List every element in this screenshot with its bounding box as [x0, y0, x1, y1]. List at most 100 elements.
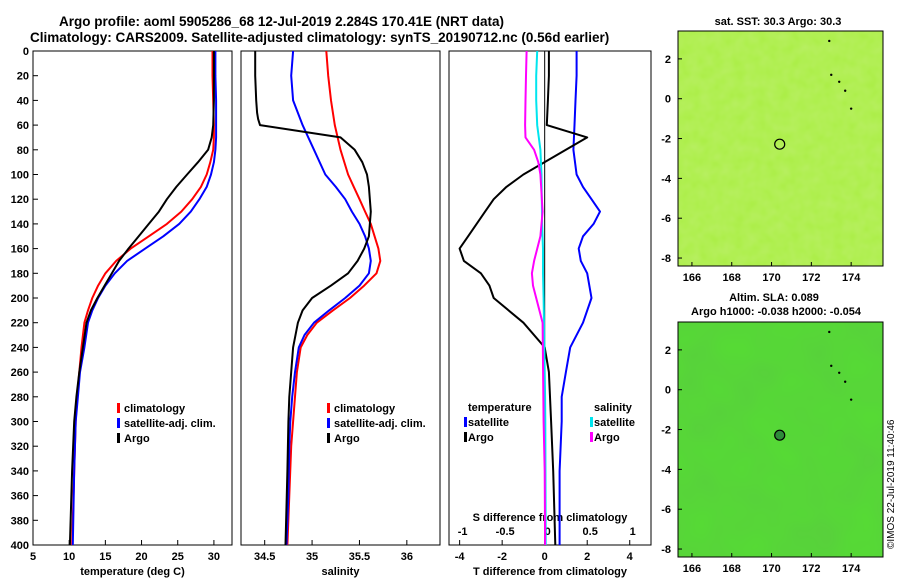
x-tick-label: -2 — [497, 551, 507, 563]
legend-swatch — [590, 417, 593, 427]
x-axis-label: salinity — [322, 566, 361, 578]
map-frame — [677, 321, 884, 558]
legend-label: Argo — [468, 432, 494, 444]
x-tick-label: 170 — [762, 563, 780, 575]
series-salinity-argo — [524, 50, 547, 546]
y-tick-label: -8 — [661, 253, 671, 265]
x2-tick-label: 0.5 — [583, 526, 598, 538]
legend-swatch — [327, 418, 330, 428]
island — [838, 371, 841, 374]
series-satellite-adj-clim- — [285, 50, 372, 546]
series-climatology — [286, 50, 382, 546]
legend-swatch — [327, 403, 330, 413]
legend-swatch — [117, 433, 120, 443]
sst-map-title: sat. SST: 30.3 Argo: 30.3 — [715, 16, 842, 28]
x-tick-label: 172 — [802, 272, 820, 284]
x2-tick-label: -1 — [458, 526, 468, 538]
x-tick-label: 168 — [723, 563, 741, 575]
y-tick-label: 40 — [17, 95, 29, 107]
y-tick-label: 360 — [11, 491, 29, 503]
island — [828, 39, 831, 43]
legend-swatch — [117, 403, 120, 413]
legend-label: Argo — [334, 433, 360, 445]
x-axis-label: T difference from climatology — [473, 566, 628, 578]
series-argo — [254, 51, 372, 546]
legend-label: Argo — [124, 433, 150, 445]
x-tick-label: 174 — [842, 563, 861, 575]
x-tick-label: 36 — [401, 551, 413, 563]
plot-frame — [448, 50, 652, 546]
y-tick-label: 80 — [17, 145, 29, 157]
x-tick-label: -4 — [455, 551, 466, 563]
series-temperature-satellite — [558, 51, 601, 545]
map-texture — [678, 31, 883, 266]
legend-label: satellite — [468, 417, 509, 429]
x-tick-label: 166 — [683, 272, 701, 284]
y-tick-label: -2 — [661, 425, 671, 437]
x-tick-label: 20 — [135, 551, 147, 563]
y-tick-label: -6 — [661, 504, 671, 516]
legend-title-salinity: salinity — [594, 402, 633, 414]
x-tick-label: 35 — [306, 551, 318, 563]
y-tick-label: 400 — [11, 540, 29, 552]
sst-map-panel: 166 168 170 172 174 2 0 -2 -4 -6 -8 sat. SST: 30.3 … — [661, 16, 884, 284]
x-tick-label: 166 — [683, 563, 701, 575]
legend-label: climatology — [334, 403, 396, 415]
y-tick-label: 20 — [17, 71, 29, 83]
x-tick-label: 30 — [208, 551, 220, 563]
y-tick-label: -4 — [661, 464, 672, 476]
sla-map-title: Altim. SLA: 0.089 — [729, 292, 819, 304]
y-tick-label: 140 — [11, 219, 29, 231]
island — [843, 89, 847, 92]
x-axis-label: temperature (deg C) — [80, 566, 185, 578]
figure-title-line1: Argo profile: aoml 5905286_68 12-Jul-201… — [59, 14, 504, 29]
legend-label: Argo — [594, 432, 620, 444]
legend-swatch — [590, 432, 593, 442]
sla-map-panel: 166 168 170 172 174 2 0 -2 -4 -6 -8 Altim. SLA: 0.0… — [661, 292, 884, 575]
y-tick-label: 200 — [11, 293, 29, 305]
y-tick-label: 240 — [11, 342, 29, 354]
copyright-timestamp: ©IMOS 22-Jul-2019 11:40:46 — [886, 419, 897, 549]
figure-title-line2: Climatology: CARS2009. Satellite-adjuste… — [30, 30, 610, 45]
x-tick-label: 174 — [842, 272, 861, 284]
plot-frame — [240, 50, 441, 546]
x-tick-label: 5 — [30, 551, 36, 563]
x-tick-label: 4 — [627, 551, 634, 563]
y-tick-label: -6 — [661, 213, 671, 225]
legend-swatch — [464, 432, 467, 442]
y-tick-label: 100 — [11, 170, 29, 182]
island — [838, 80, 841, 83]
x-tick-label: 168 — [723, 272, 741, 284]
y-tick-label: -4 — [661, 173, 672, 185]
plot-frame — [32, 50, 233, 546]
y-tick-label: 280 — [11, 392, 29, 404]
x-tick-label: 25 — [172, 551, 184, 563]
y-tick-label: 120 — [11, 194, 29, 206]
legend-swatch — [464, 417, 467, 427]
y-tick-label: 300 — [11, 417, 29, 429]
y-tick-label: 2 — [665, 54, 671, 66]
x-tick-label: 2 — [584, 551, 590, 563]
x-tick-label: 172 — [802, 563, 820, 575]
y-tick-label: 340 — [11, 466, 29, 478]
sla-map-subtitle: Argo h1000: -0.038 h2000: -0.054 — [691, 306, 862, 318]
y-tick-label: 320 — [11, 441, 29, 453]
y-tick-label: 0 — [665, 94, 671, 106]
legend-label: satellite-adj. clim. — [124, 418, 216, 430]
x-tick-label: 10 — [63, 551, 75, 563]
y-tick-label: -2 — [661, 134, 671, 146]
map-frame — [677, 30, 884, 267]
salinity-panel: 34.5 35 35.5 36 salinity climatology satellite… — [240, 50, 441, 578]
island — [849, 107, 853, 110]
y-tick-label: 220 — [11, 318, 29, 330]
legend-swatch — [117, 418, 120, 428]
series-argo — [68, 51, 215, 546]
y-tick-label: 260 — [11, 367, 29, 379]
difference-panel: -4 -2 0 2 4 -1 -0.5 0 0.5 1S difference from clim… — [448, 50, 652, 578]
temperature-panel: 0 20 40 60 80 100 120 140 160 180 200 220 240 260 280 3… — [11, 46, 233, 578]
island — [849, 398, 853, 401]
x2-tick-label: 1 — [630, 526, 636, 538]
x-tick-label: 34.5 — [254, 551, 275, 563]
x-tick-label: 35.5 — [349, 551, 370, 563]
